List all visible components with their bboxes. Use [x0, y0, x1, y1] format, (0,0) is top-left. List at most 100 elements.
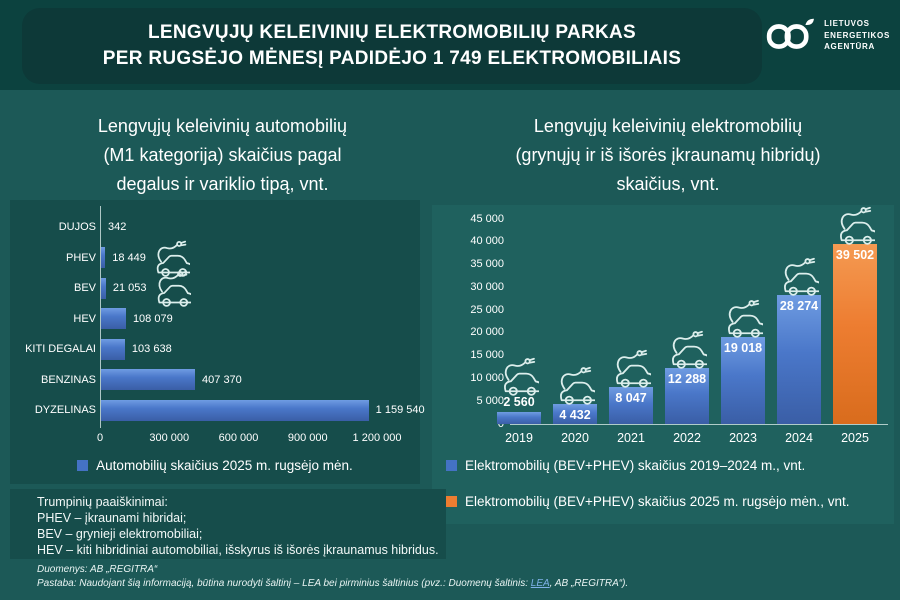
bar-value-label: 21 053 [112, 282, 147, 295]
ev-car-icon [555, 365, 595, 405]
abbreviations-line: BEV – grynieji elektromobiliai; [37, 527, 203, 541]
lea-logo-icon [766, 19, 815, 50]
note-text-prefix: Pastaba: Naudojant šią informaciją, būti… [37, 578, 531, 589]
bar-phev [101, 247, 106, 269]
left-chart-title-line-3: degalus ir variklio tipą, vnt. [116, 174, 329, 194]
x-category-label: 2020 [561, 431, 589, 445]
x-tick-label: 900 000 [287, 432, 328, 444]
right-chart-title: Lengvųjų keleivinių elektromobilių (gryn… [442, 112, 894, 199]
x-category-label: 2022 [673, 431, 701, 445]
legend-item-0: Automobilių skaičius 2025 m. rugsėjo mėn… [77, 458, 353, 473]
lea-logo: LIETUVOS ENERGETIKOS AGENTŪRA [764, 18, 890, 53]
bar-bev [101, 277, 106, 299]
bar-2020 [553, 403, 597, 424]
y-tick-label: 45 000 [470, 212, 504, 225]
ev-car-icon [499, 356, 539, 396]
bar-value-label: 108 079 [132, 312, 173, 325]
bar-value-label: 39 502 [835, 248, 875, 262]
y-tick-label: 0 [432, 418, 504, 430]
bar-value-group: 18 449 [112, 243, 190, 274]
right-chart-title-line-1: Lengvųjų keleivinių elektromobilių [533, 116, 803, 136]
header-band: LENGVŲJŲ KELEIVINIŲ ELEKTROMOBILIŲ PARKA… [0, 0, 900, 90]
category-label-benzinas: BENZINAS [40, 373, 96, 386]
legend-item-1: Elektromobilių (BEV+PHEV) skaičius 2025 … [446, 494, 850, 509]
bar-2021 [609, 387, 653, 424]
legend-swatch [446, 460, 457, 471]
x-tick-label: 0 [96, 432, 104, 444]
source-line: Duomenys: AB „REGITRA“ [37, 564, 158, 575]
bar-benzinas [101, 369, 195, 391]
x-tick-label: 1 200 000 [352, 432, 402, 444]
bar-value-group: 103 638 [132, 334, 172, 365]
x-tick-label: 600 000 [218, 432, 259, 444]
left-chart-title: Lengvųjų keleivinių automobilių (M1 kate… [15, 112, 430, 199]
category-label-kiti-degalai: KITI DEGALAI [25, 343, 96, 355]
y-tick-label: 40 000 [470, 235, 504, 248]
ev-car-icon [835, 205, 875, 245]
bar-value-group: 342 [108, 212, 126, 243]
bar-value-label: 1 159 540 [375, 404, 425, 417]
legend-label: Elektromobilių (BEV+PHEV) skaičius 2025 … [465, 494, 850, 509]
right-chart-title-line-3: skaičius, vnt. [616, 174, 720, 194]
y-tick-label: 35 000 [470, 258, 504, 271]
bar-value-group: 108 079 [133, 304, 173, 335]
note-line: Pastaba: Naudojant šią informaciją, būti… [37, 577, 628, 591]
legend-label: Elektromobilių (BEV+PHEV) skaičius 2019–… [465, 458, 806, 473]
lea-logo-text-line-3: AGENTŪRA [824, 42, 875, 52]
right-chart-legend: Elektromobilių (BEV+PHEV) skaičius 2019–… [446, 458, 850, 509]
lea-logo-text-line-2: ENERGETIKOS [824, 30, 890, 40]
y-tick-label: 20 000 [470, 326, 504, 339]
category-label-hev: HEV [73, 312, 96, 325]
source-footnote: Duomenys: AB „REGITRA“ Pastaba: Naudojan… [37, 563, 628, 591]
bar-value-label: 2 560 [503, 395, 535, 410]
ev-car-icon [723, 298, 763, 338]
legend-swatch [446, 496, 457, 507]
abbreviations-line: Trumpinių paaiškinimai: [37, 495, 168, 509]
y-tick-label: 30 000 [470, 280, 504, 293]
right-chart: Elektromobilių (BEV+PHEV) skaičius 2019–… [432, 205, 894, 524]
bar-2019 [497, 412, 541, 424]
bar-value-group: 21 053 [113, 273, 191, 304]
lea-logo-text: LIETUVOS ENERGETIKOS AGENTŪRA [824, 18, 890, 53]
bar-2025 [833, 244, 877, 424]
bar-dyzelinas [101, 399, 369, 421]
left-chart-title-line-2: (M1 kategorija) skaičius pagal [103, 145, 342, 165]
left-chart-title-line-1: Lengvųjų keleivinių automobilių [97, 116, 348, 136]
lea-link[interactable]: LEA [530, 578, 550, 589]
x-tick-label: 300 000 [149, 432, 190, 444]
right-chart-title-line-2: (grynųjų ir iš išorės įkraunamų hibridų) [515, 145, 821, 165]
abbreviations-line: PHEV – įkraunami hibridai; [37, 511, 187, 525]
left-chart-legend: Automobilių skaičius 2025 m. rugsėjo mėn… [10, 458, 420, 473]
category-label-dujos: DUJOS [58, 221, 96, 233]
abbreviations-panel: Trumpinių paaiškinimai: PHEV – įkraunami… [10, 489, 446, 559]
bar-value-label: 4 432 [559, 407, 591, 422]
bar-value-label: 103 638 [131, 343, 172, 356]
bar-2022 [665, 368, 709, 424]
right-chart-x-axis [510, 424, 888, 425]
ev-car-icon [153, 269, 191, 307]
y-tick-label: 25 000 [470, 303, 504, 316]
category-label-dyzelinas: DYZELINAS [34, 404, 96, 416]
category-label-bev: BEV [73, 282, 96, 294]
note-text-suffix: , AB „REGITRA“). [549, 578, 629, 589]
y-tick-label: 15 000 [470, 349, 504, 362]
x-category-label: 2024 [785, 431, 813, 445]
y-tick-label: 5 000 [476, 394, 504, 407]
ev-car-icon [667, 329, 707, 369]
x-category-label: 2025 [841, 431, 869, 445]
legend-label: Automobilių skaičius 2025 m. rugsėjo mėn… [96, 458, 353, 473]
bar-hev [101, 308, 126, 330]
bar-value-label: 12 288 [667, 372, 707, 386]
x-category-label: 2023 [729, 431, 757, 445]
x-category-label: 2021 [617, 431, 645, 445]
abbreviations-line: HEV – kiti hibridiniai automobiliai, išs… [37, 543, 439, 557]
bar-value-group: 1 159 540 [376, 395, 425, 426]
ev-car-icon [611, 348, 651, 388]
bar-kiti-degalai [101, 338, 125, 360]
legend-swatch [77, 460, 89, 471]
y-tick-label: 10 000 [470, 371, 504, 384]
left-chart: Automobilių skaičius 2025 m. rugsėjo mėn… [10, 200, 425, 484]
ev-car-icon [779, 256, 819, 296]
bar-value-label: 18 449 [112, 251, 146, 264]
bar-value-label: 19 018 [723, 341, 763, 356]
